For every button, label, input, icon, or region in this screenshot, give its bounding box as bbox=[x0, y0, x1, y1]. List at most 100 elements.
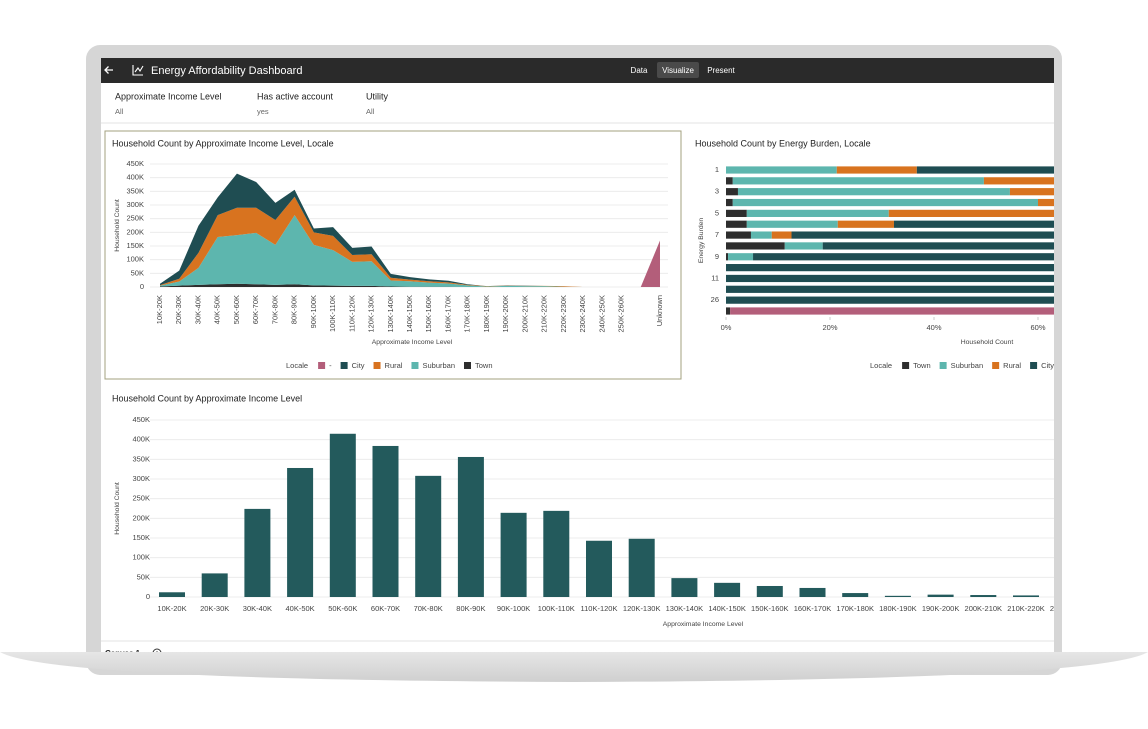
x-tick-label: 130K-140K bbox=[386, 295, 395, 333]
back-button[interactable] bbox=[104, 66, 113, 74]
bar bbox=[970, 595, 997, 597]
x-tick-label: 250K-260K bbox=[617, 295, 626, 333]
legend-label: Town bbox=[475, 361, 493, 370]
filter-value[interactable]: All bbox=[115, 107, 124, 116]
tab[interactable]: Visualize bbox=[662, 66, 694, 75]
x-tick-label: 110K-120K bbox=[347, 295, 356, 332]
x-tick-label: 240K-250K bbox=[597, 295, 606, 333]
x-tick-label: 210K-220K bbox=[540, 295, 549, 333]
bar-segment bbox=[726, 285, 1054, 293]
x-tick-label: 210K-220K bbox=[1007, 604, 1045, 613]
bar-segment bbox=[726, 231, 751, 239]
x-tick-label: 160K-170K bbox=[794, 604, 832, 613]
legend-swatch bbox=[318, 362, 326, 369]
x-tick-label: 150K-160K bbox=[424, 295, 433, 333]
y-tick-label: 7 bbox=[715, 230, 719, 239]
bar bbox=[372, 445, 399, 597]
bar-segment bbox=[726, 264, 1054, 272]
x-tick-label: 70K-80K bbox=[270, 295, 279, 324]
x-tick-label: 10K-20K bbox=[155, 295, 164, 324]
chart-title: Household Count by Energy Burden, Locale bbox=[695, 138, 871, 148]
bar-segment bbox=[771, 231, 792, 239]
y-tick-label: 0 bbox=[140, 282, 144, 291]
tab[interactable]: Present bbox=[707, 66, 735, 75]
area-series bbox=[160, 173, 660, 287]
bar-segment bbox=[726, 253, 729, 261]
x-tick-label: 60% bbox=[1030, 323, 1045, 332]
bar-segment bbox=[1140, 188, 1148, 195]
bar-segment bbox=[888, 209, 1054, 217]
filter-label[interactable]: Approximate Income Level bbox=[115, 91, 222, 101]
y-tick-label: 400K bbox=[132, 435, 150, 444]
legend-swatch bbox=[464, 362, 471, 369]
tab[interactable]: Data bbox=[631, 66, 648, 75]
x-tick-label: 220K-230K bbox=[1050, 604, 1088, 613]
x-tick-label: 20K-30K bbox=[200, 604, 229, 613]
filter-label[interactable]: Has active account bbox=[257, 91, 334, 101]
legend-label: City bbox=[352, 361, 365, 370]
x-axis-title: Household Count bbox=[961, 339, 1014, 346]
y-axis-title: Energy Burden bbox=[698, 218, 705, 264]
legend-swatch bbox=[340, 362, 348, 369]
bar-segment bbox=[726, 296, 1054, 304]
bar bbox=[586, 540, 612, 597]
y-tick-label: 250K bbox=[132, 494, 150, 503]
legend-swatch bbox=[902, 362, 910, 369]
x-tick-label: 190K-200K bbox=[922, 604, 960, 613]
filter-label[interactable]: Utility bbox=[366, 91, 388, 101]
chart-icon bbox=[132, 65, 144, 76]
x-tick-label: 200K-210K bbox=[520, 295, 529, 333]
x-tick-label: 80% bbox=[1134, 323, 1148, 332]
x-tick-label: 200K-210K bbox=[965, 604, 1003, 613]
y-tick-label: 1 bbox=[715, 165, 719, 174]
bar-segment bbox=[728, 253, 754, 261]
x-tick-label: 180K-190K bbox=[879, 604, 917, 613]
bar-segment bbox=[746, 220, 838, 228]
legend-swatch bbox=[992, 362, 1000, 369]
y-tick-label: 450K bbox=[132, 415, 150, 424]
x-tick-label: 130K-140K bbox=[666, 604, 704, 613]
bar-segment bbox=[1140, 177, 1148, 184]
bar-segment bbox=[916, 166, 1054, 174]
legend-label: - bbox=[1074, 361, 1077, 370]
bar-segment bbox=[726, 198, 733, 207]
bar bbox=[1013, 595, 1039, 597]
x-tick-label: 50K-60K bbox=[328, 604, 357, 613]
legend-swatch bbox=[1030, 362, 1038, 369]
x-tick-label: 30K-40K bbox=[243, 604, 272, 613]
bar bbox=[329, 433, 356, 597]
bar-segment bbox=[1116, 199, 1148, 206]
legend-label: Suburban bbox=[422, 361, 455, 370]
bar-segment bbox=[1038, 198, 1054, 207]
x-tick-label: 180K-190K bbox=[482, 295, 491, 333]
y-axis-title: Household Count bbox=[114, 199, 121, 252]
legend-swatch bbox=[939, 362, 947, 369]
y-tick-label: 150K bbox=[126, 241, 144, 250]
chart-title: Household Count by Approximate Income Le… bbox=[112, 393, 302, 403]
x-tick-label: 60K-70K bbox=[371, 604, 400, 613]
x-tick-label: 120K-130K bbox=[367, 295, 376, 333]
bar-segment bbox=[1009, 188, 1054, 196]
bar bbox=[159, 592, 185, 597]
x-tick-label: 40K-50K bbox=[286, 604, 315, 613]
bar-segment bbox=[822, 242, 1054, 250]
x-tick-label: 30K-40K bbox=[193, 295, 202, 324]
screen: Energy Affordability Dashboard Canvas 1 … bbox=[101, 58, 1148, 655]
bar bbox=[842, 593, 869, 597]
y-tick-label: 100K bbox=[126, 255, 144, 264]
bar-segment bbox=[784, 242, 823, 250]
area-series bbox=[160, 196, 660, 287]
filter-value[interactable]: yes bbox=[257, 107, 269, 116]
x-tick-label: 70K-80K bbox=[414, 604, 443, 613]
bar-segment bbox=[726, 307, 731, 315]
x-tick-label: 190K-200K bbox=[501, 295, 510, 333]
filter-value[interactable]: All bbox=[366, 107, 375, 116]
y-tick-label: 3 bbox=[715, 187, 719, 196]
y-tick-label: 50K bbox=[131, 268, 144, 277]
bar-segment bbox=[791, 231, 1054, 239]
y-tick-label: 11 bbox=[711, 273, 719, 282]
y-tick-label: 250K bbox=[126, 214, 144, 223]
bar bbox=[756, 585, 783, 597]
legend-label: Town bbox=[913, 361, 931, 370]
